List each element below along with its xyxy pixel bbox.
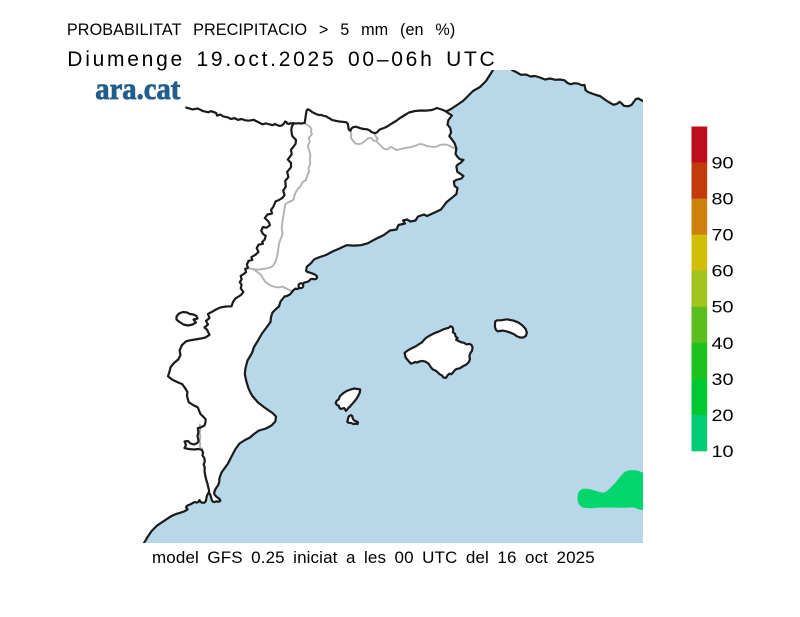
svg-text:50: 50 <box>712 299 734 317</box>
svg-text:80: 80 <box>712 191 734 209</box>
svg-text:70: 70 <box>712 227 734 245</box>
svg-text:10: 10 <box>712 443 734 461</box>
svg-text:90: 90 <box>712 155 734 173</box>
svg-text:PROBABILITAT PRECIPITACIO > 5: PROBABILITAT PRECIPITACIO > 5 mm (en %) <box>67 21 455 39</box>
svg-text:40: 40 <box>712 335 734 353</box>
svg-text:60: 60 <box>712 263 734 281</box>
svg-text:ara.cat: ara.cat <box>95 71 181 106</box>
svg-text:model GFS 0.25 iniciat a les 0: model GFS 0.25 iniciat a les 00 UTC del … <box>152 548 595 567</box>
svg-text:Diumenge 19.oct.2025 00–06h U: Diumenge 19.oct.2025 00–06h UTC <box>67 48 494 71</box>
svg-text:30: 30 <box>712 371 734 389</box>
svg-text:20: 20 <box>712 407 734 425</box>
